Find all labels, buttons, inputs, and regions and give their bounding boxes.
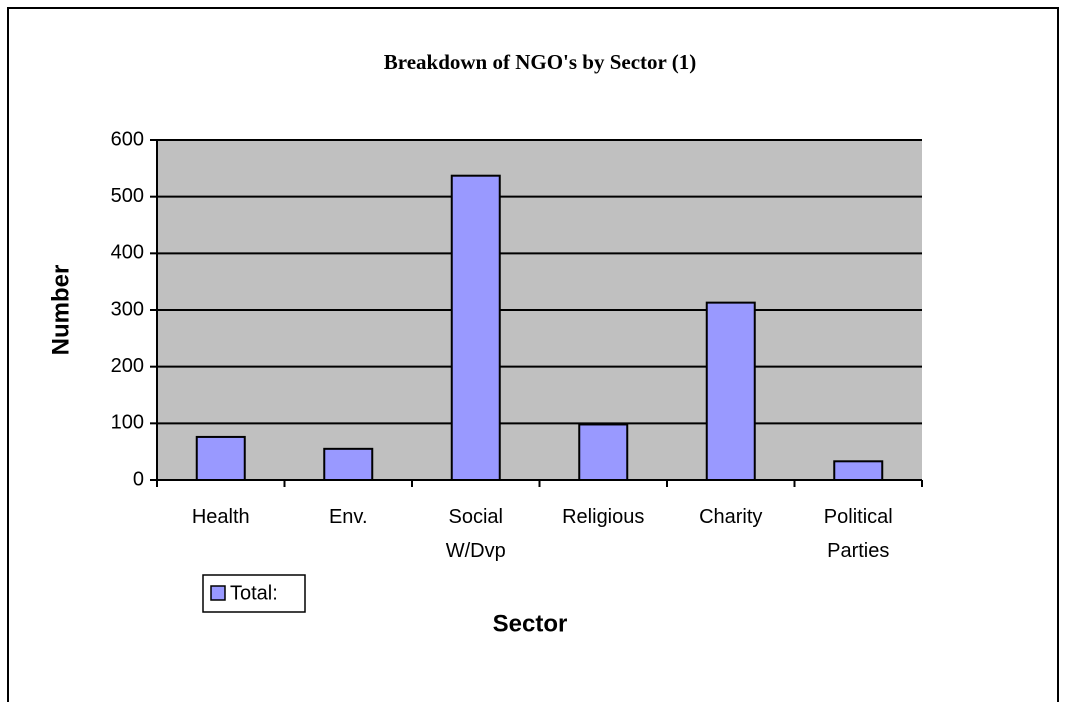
x-tick-label: Political Parties <box>824 506 893 562</box>
y-tick-label: 600 <box>111 128 144 150</box>
bar <box>705 301 756 481</box>
y-tick-label: 0 <box>133 468 144 490</box>
x-tick-label: Env. <box>329 506 368 528</box>
x-axis-label: Sector <box>493 610 568 637</box>
bar <box>578 423 629 482</box>
bar <box>450 174 501 481</box>
y-tick-label: 100 <box>111 412 144 434</box>
bar <box>833 460 884 481</box>
bar <box>323 447 374 482</box>
x-tick-label: Charity <box>699 506 762 528</box>
y-tick-label: 300 <box>111 298 144 320</box>
legend-label: Total: <box>230 582 278 604</box>
chart-frame <box>7 7 1059 702</box>
chart-title: Breakdown of NGO's by Sector (1) <box>384 50 696 74</box>
y-tick-label: 200 <box>111 355 144 377</box>
x-tick-label: Health <box>192 506 250 528</box>
bar <box>195 435 246 481</box>
y-tick-label: 500 <box>111 185 144 207</box>
x-tick-label: Social W/Dvp <box>446 506 506 562</box>
x-tick-label: Religious <box>562 506 644 528</box>
y-tick-label: 400 <box>111 242 144 264</box>
legend-swatch <box>210 585 226 601</box>
y-axis-label: Number <box>47 265 74 356</box>
